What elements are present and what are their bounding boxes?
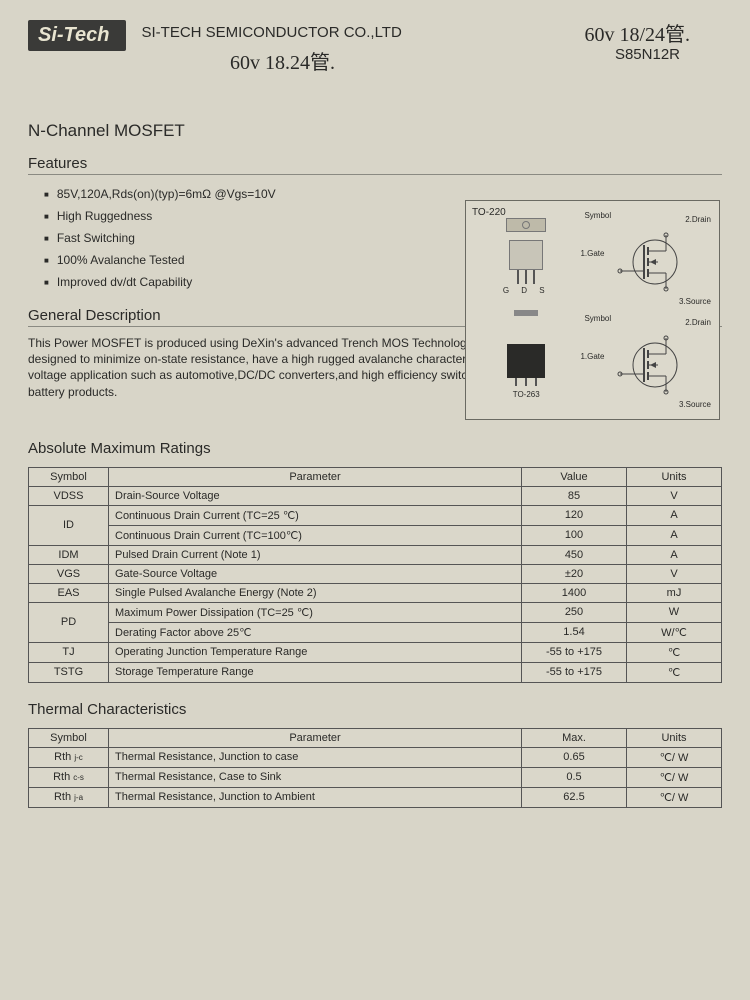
table-row: VGSGate-Source Voltage±20V [29, 564, 722, 583]
pin-source-label: 3.Source [679, 297, 711, 306]
table-row: Derating Factor above 25℃1.54W/℃ [29, 622, 722, 642]
page-title: N-Channel MOSFET [28, 121, 722, 141]
thermal-heading: Thermal Characteristics [28, 701, 722, 720]
table-row: IDContinuous Drain Current (TC=25 ℃)120A [29, 505, 722, 525]
to220-pins: G D S [472, 286, 580, 295]
abs-max-heading: Absolute Maximum Ratings [28, 440, 722, 459]
pin-gate-label: 1.Gate [580, 249, 604, 258]
thermal-table: Symbol Parameter Max. Units Rth j-cTherm… [28, 728, 722, 808]
symbol-label: Symbol [584, 314, 611, 323]
pin-source-label: 3.Source [679, 400, 711, 409]
table-row: Continuous Drain Current (TC=100℃)100A [29, 525, 722, 545]
to220-label: TO-220 [472, 207, 580, 218]
col-value: Value [522, 467, 627, 486]
to263-label: TO-263 [472, 390, 580, 399]
pin-gate-label: 1.Gate [580, 352, 604, 361]
pin-drain-label: 2.Drain [685, 318, 711, 327]
table-row: Rth j-aThermal Resistance, Junction to A… [29, 787, 722, 807]
col-symbol: Symbol [29, 467, 109, 486]
col-units: Units [627, 467, 722, 486]
table-row: VDSSDrain-Source Voltage85V [29, 486, 722, 505]
table-row: EASSingle Pulsed Avalanche Energy (Note … [29, 583, 722, 602]
table-row: PDMaximum Power Dissipation (TC=25 ℃)250… [29, 602, 722, 622]
company-name: SI-TECH SEMICONDUCTOR CO.,LTD [142, 24, 402, 41]
logo: Si-Tech [28, 20, 126, 51]
col-parameter: Parameter [109, 728, 522, 747]
col-max: Max. [522, 728, 627, 747]
handwritten-note-top: 60v 18/24管. [584, 18, 690, 47]
symbol-label: Symbol [584, 211, 611, 220]
col-parameter: Parameter [109, 467, 522, 486]
package-diagram: TO-220 G D S Symbol 2.Drain 1.Gate 3.Sou… [465, 200, 720, 420]
features-heading: Features [28, 155, 722, 175]
part-number: S85N12R [615, 46, 680, 63]
abs-max-table: Symbol Parameter Value Units VDSSDrain-S… [28, 467, 722, 683]
mosfet-symbol-icon [610, 227, 690, 297]
table-row: TSTGStorage Temperature Range-55 to +175… [29, 662, 722, 682]
table-row: IDMPulsed Drain Current (Note 1)450A [29, 545, 722, 564]
table-row: Rth j-cThermal Resistance, Junction to c… [29, 747, 722, 767]
handwritten-note-mid: 60v 18.24管. [230, 46, 335, 75]
mosfet-symbol-icon [610, 330, 690, 400]
table-row: Rth c-sThermal Resistance, Case to Sink0… [29, 767, 722, 787]
col-units: Units [627, 728, 722, 747]
pin-drain-label: 2.Drain [685, 215, 711, 224]
table-row: TJOperating Junction Temperature Range-5… [29, 642, 722, 662]
col-symbol: Symbol [29, 728, 109, 747]
